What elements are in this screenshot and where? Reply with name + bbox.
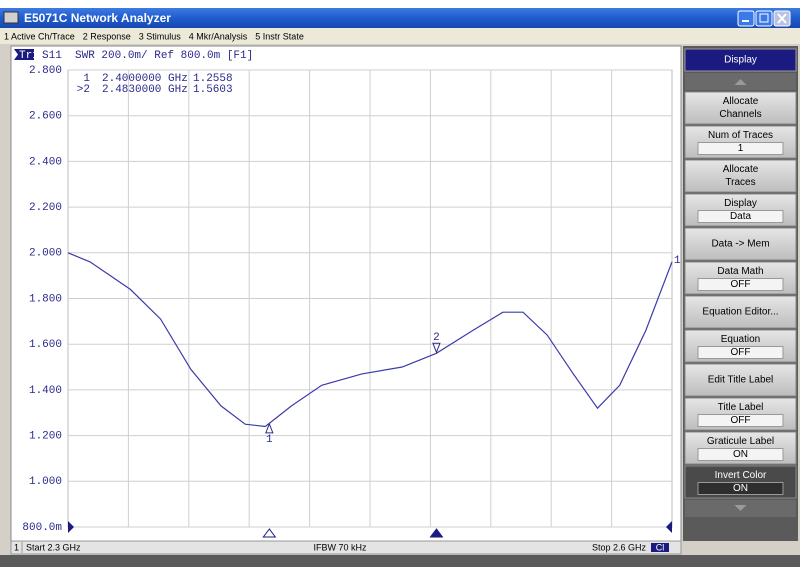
- marker-indicator: [262, 528, 277, 538]
- bottom-strip: [0, 555, 800, 567]
- softkey-value: OFF: [731, 279, 751, 290]
- status-cal-box: [651, 543, 669, 552]
- menu-bar: [0, 28, 800, 44]
- softkey-value-box: [697, 278, 784, 291]
- title-bar: [0, 8, 800, 28]
- y-tick-label: 2.800: [29, 65, 62, 77]
- y-tick-label: 800.0m: [22, 522, 62, 534]
- softkey-value-box: [697, 414, 784, 427]
- trace-header: S11 SWR 200.0m/ Ref 800.0m [F1]: [42, 50, 253, 62]
- close-icon: [777, 13, 787, 24]
- softkey-label: Edit Title Label: [708, 375, 774, 386]
- marker-label: 1: [266, 434, 273, 446]
- softkey-value-box: [697, 210, 784, 223]
- y-tick-label: 2.400: [29, 156, 62, 168]
- softkey-value: ON: [733, 483, 748, 494]
- marker-readout-id: >2: [77, 84, 90, 96]
- scroll-down-icon: [734, 505, 747, 511]
- y-tick-label: 1.200: [29, 431, 62, 443]
- y-tick-label: 2.200: [29, 202, 62, 214]
- y-tick-label: 2.600: [29, 111, 62, 123]
- softkey-label: Equation Editor...: [702, 307, 778, 318]
- softkey-label: Num of Traces: [708, 130, 773, 141]
- marker-symbol: [432, 342, 441, 354]
- menu-item[interactable]: 3 Stimulus: [139, 31, 182, 41]
- menu-item[interactable]: 1 Active Ch/Trace: [4, 31, 75, 41]
- plot-panel: [10, 45, 682, 542]
- maximize-icon: [759, 13, 769, 23]
- softkey-label: Allocate: [723, 164, 759, 175]
- softkey-title: Display: [724, 55, 757, 66]
- softkey-value: OFF: [731, 347, 751, 358]
- trace-line: [67, 252, 673, 428]
- softkey-button[interactable]: [684, 363, 797, 397]
- y-tick-label: 1.600: [29, 339, 62, 351]
- softkey-value-box: [697, 482, 784, 495]
- marker-readout-value: 1.5603: [193, 84, 233, 96]
- y-tick-label: 1.400: [29, 385, 62, 397]
- trace-id: Tr1: [19, 50, 39, 62]
- active-trace-arrow: [14, 49, 18, 60]
- status-cal: Cl: [656, 542, 665, 552]
- softkey-label: Allocate: [723, 96, 759, 107]
- softkey-value: 1: [738, 143, 744, 154]
- softkey-label: Data -> Mem: [711, 239, 769, 250]
- menu-item[interactable]: 2 Response: [83, 31, 131, 41]
- status-ifbw: IFBW 70 kHz: [313, 542, 367, 552]
- status-stop: Stop 2.6 GHz: [592, 542, 647, 552]
- window-title: E5071C Network Analyzer: [24, 11, 171, 25]
- marker-indicator: [429, 528, 444, 538]
- status-bar: [10, 540, 682, 555]
- softkey-value: ON: [733, 449, 748, 460]
- marker-readout-frequency: 2.4000000 GHz: [102, 73, 188, 85]
- softkey-value-box: [697, 346, 784, 359]
- softkey-button[interactable]: [684, 91, 797, 125]
- maximize-button[interactable]: [755, 10, 773, 27]
- status-channel: 1: [14, 542, 19, 552]
- softkey-button[interactable]: [684, 227, 797, 261]
- softkey-label: Display: [724, 198, 757, 209]
- trace-end-label: 1: [674, 255, 681, 267]
- softkey-label: Title Label: [718, 402, 764, 413]
- scroll-up-icon: [734, 79, 747, 85]
- minimize-button[interactable]: [737, 10, 755, 27]
- marker-readout-value: 1.2558: [193, 73, 233, 85]
- minimize-icon: [742, 20, 749, 22]
- softkey-label: Invert Color: [715, 470, 767, 481]
- y-tick-label: 2.000: [29, 248, 62, 260]
- softkey-value: Data: [730, 211, 752, 222]
- softkey-button[interactable]: [684, 159, 797, 193]
- softkey-label: Graticule Label: [707, 436, 774, 447]
- menu-item[interactable]: 5 Instr State: [255, 31, 304, 41]
- menu-item[interactable]: 4 Mkr/Analysis: [189, 31, 248, 41]
- softkey-value-box: [697, 142, 784, 155]
- softkey-button[interactable]: [684, 295, 797, 329]
- marker-symbol: [265, 422, 274, 434]
- app-icon: [3, 11, 19, 24]
- softkey-label: Data Math: [717, 266, 763, 277]
- softkey-value: OFF: [731, 415, 751, 426]
- softkey-title-box: [684, 48, 797, 72]
- trace-id-box: [14, 49, 34, 60]
- reference-arrow-left: [68, 521, 74, 533]
- softkey-value-box: [697, 448, 784, 461]
- softkey-label: Channels: [719, 109, 761, 120]
- softkey-label: Traces: [725, 177, 755, 188]
- softkey-label: Equation: [721, 334, 760, 345]
- y-tick-label: 1.800: [29, 293, 62, 305]
- marker-label: 2: [433, 332, 440, 344]
- status-start: Start 2.3 GHz: [26, 542, 81, 552]
- y-tick-label: 1.000: [29, 476, 62, 488]
- marker-readout-id: 1: [83, 73, 90, 85]
- marker-readout-frequency: 2.4830000 GHz: [102, 84, 188, 96]
- reference-arrow-right: [666, 521, 672, 533]
